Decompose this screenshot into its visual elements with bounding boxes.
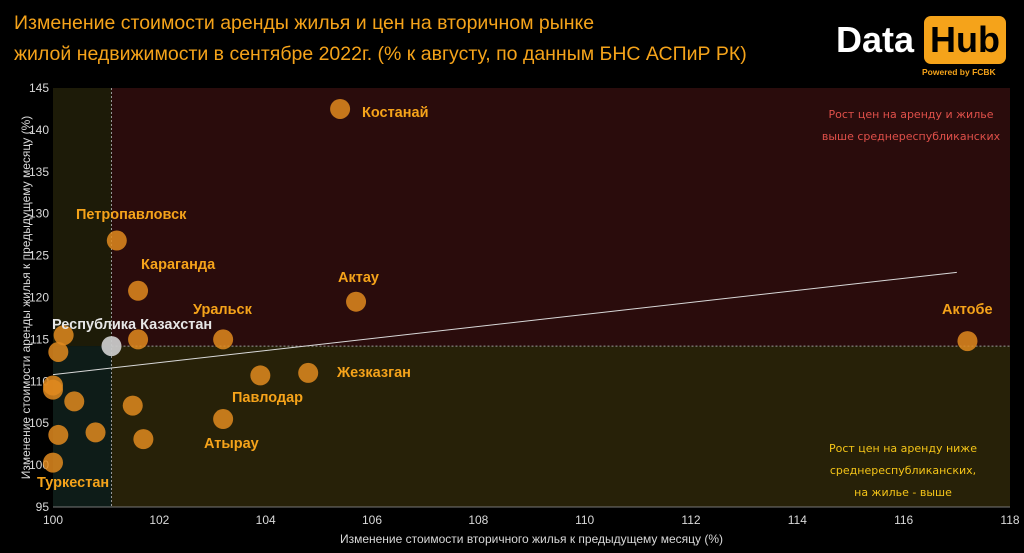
data-point [213, 409, 234, 430]
point-label: Актобе [942, 302, 993, 318]
data-point [128, 329, 149, 350]
data-point [330, 98, 351, 119]
data-point [213, 329, 234, 350]
x-tick-label: 104 [256, 513, 276, 527]
data-point [43, 452, 63, 473]
x-tick-label: 102 [149, 513, 169, 527]
data-point [957, 331, 978, 352]
data-point [133, 429, 154, 450]
x-tick-label: 112 [681, 513, 700, 527]
logo-tagline: Powered by FCBK [922, 67, 996, 77]
point-label: Караганда [141, 257, 216, 273]
x-tick-label: 108 [468, 513, 488, 527]
title-line-2: жилой недвижимости в сентябре 2022г. (% … [14, 43, 747, 65]
y-tick-label: 135 [29, 165, 49, 179]
y-tick-label: 115 [30, 332, 49, 346]
y-tick-label: 130 [29, 207, 49, 221]
data-point [106, 230, 127, 251]
point-label: Костанай [362, 105, 428, 121]
point-label: Жезказган [336, 365, 411, 381]
zone-label-top-right: Рост цен на аренду и жилье [829, 108, 994, 121]
point-label: Туркестан [37, 475, 109, 491]
zone-label-top-right: выше среднереспубликанских [822, 130, 1001, 143]
y-tick-label: 140 [29, 123, 49, 137]
point-label: Атырау [204, 436, 259, 452]
data-point [122, 395, 143, 416]
data-point [85, 422, 106, 443]
data-point [48, 424, 69, 445]
zone-label-bottom-right: Рост цен на аренду ниже [829, 442, 977, 455]
y-tick-label: 95 [36, 500, 50, 514]
data-point [64, 391, 85, 412]
x-tick-label: 106 [362, 513, 382, 527]
x-tick-label: 118 [1000, 513, 1019, 527]
data-point [346, 291, 367, 312]
data-point [250, 365, 271, 386]
point-label: Актау [338, 270, 379, 286]
point-label: Павлодар [232, 390, 303, 406]
point-kazakhstan [101, 336, 122, 357]
x-tick-label: 110 [575, 513, 594, 527]
data-point [43, 379, 63, 400]
trend-line [52, 271, 957, 376]
x-tick-label: 100 [43, 513, 63, 527]
point-label: Республика Казахстан [52, 317, 212, 333]
x-axis-title: Изменение стоимости вторичного жилья к п… [340, 532, 723, 546]
data-point [53, 325, 74, 346]
zone-top-left [53, 88, 112, 347]
datahub-logo: Data Hub Powered by FCBK [832, 10, 1010, 80]
x-tick-label: 114 [788, 513, 807, 527]
x-tick-label: 116 [894, 513, 913, 527]
data-point [128, 280, 149, 301]
y-tick-label: 125 [29, 249, 49, 263]
chart-title: Изменение стоимости аренды жилья и цен н… [14, 8, 814, 70]
data-point [298, 362, 319, 383]
y-axis-title: Изменение стоимости аренды жилья к преды… [19, 116, 33, 480]
y-tick-label: 105 [29, 416, 49, 430]
zone-label-bottom-right: на жилье - выше [854, 486, 952, 499]
y-tick-label: 120 [29, 291, 49, 305]
zone-top-right [111, 88, 1010, 347]
logo-word-data: Data [836, 19, 915, 60]
zone-bottom-right [111, 346, 1010, 507]
logo-word-hub: Hub [924, 16, 1006, 64]
point-label: Уральск [193, 302, 253, 318]
y-tick-label: 145 [29, 81, 49, 95]
point-label: Петропавловск [76, 207, 187, 223]
zone-label-bottom-right: среднереспубликанских, [830, 464, 976, 477]
title-line-1: Изменение стоимости аренды жилья и цен н… [14, 12, 595, 34]
data-point [48, 341, 69, 362]
